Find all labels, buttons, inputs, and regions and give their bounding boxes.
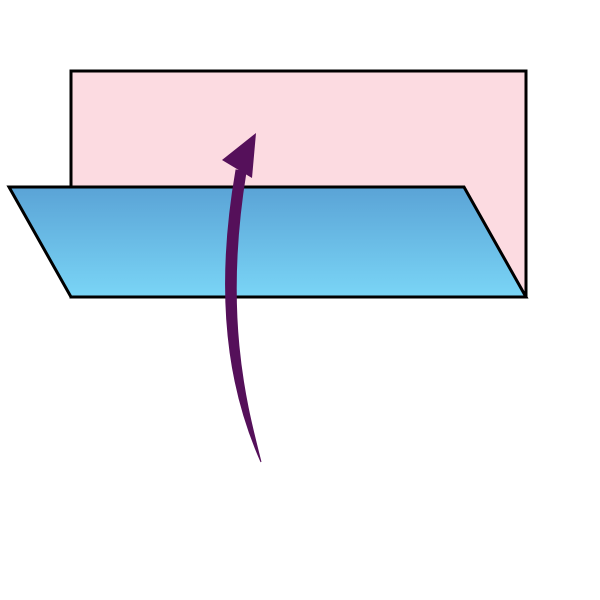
- fold-up-arrow: [222, 133, 262, 463]
- arrow-head: [222, 133, 256, 178]
- front-panel: [6, 185, 529, 299]
